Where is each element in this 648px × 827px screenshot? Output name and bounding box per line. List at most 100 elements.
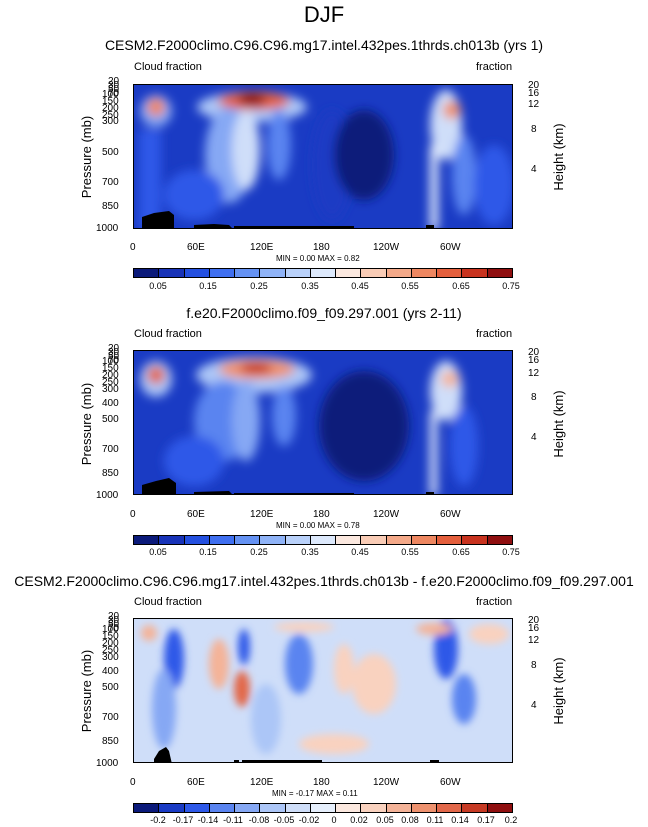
y-tick: 400 xyxy=(102,666,119,677)
x-tick: 180 xyxy=(313,777,330,788)
colorbar-swatch xyxy=(386,804,412,812)
colorbar-swatch xyxy=(235,536,261,544)
x-tick: 180 xyxy=(313,509,330,520)
max-value: 0.11 xyxy=(342,789,358,798)
colorbar-label: 0.55 xyxy=(401,547,419,557)
min-max-label: MIN = -0.17 MAX = 0.11 xyxy=(272,789,358,798)
colorbar-swatch xyxy=(310,804,337,812)
colorbar-swatch xyxy=(235,269,261,277)
min-value: 0.00 xyxy=(299,521,316,530)
colorbar-swatch xyxy=(235,804,261,812)
colorbar-swatch xyxy=(134,269,160,277)
y-tick: 70 xyxy=(108,355,120,366)
colorbar-swatch xyxy=(487,804,512,812)
y-tick: 150 xyxy=(102,631,119,642)
heatmap-plot xyxy=(133,350,513,495)
colorbar-swatch xyxy=(260,536,286,544)
panel-title: CESM2.F2000climo.C96.C96.mg17.intel.432p… xyxy=(14,573,634,589)
y-tick: 250 xyxy=(102,377,119,388)
min-max-label: MIN = 0.00 MAX = 0.82 xyxy=(276,254,360,263)
y-tick: 850 xyxy=(102,468,119,479)
colorbar-label: 0.05 xyxy=(376,815,394,825)
right-label: fraction xyxy=(476,61,513,73)
x-tick: 0 xyxy=(130,242,136,253)
colorbar-swatch xyxy=(184,804,210,812)
colorbar-swatch xyxy=(487,536,512,544)
colorbar-label: 0.25 xyxy=(250,547,268,557)
y-tick: 200 xyxy=(102,103,119,114)
colorbar-swatch xyxy=(386,269,412,277)
colorbar-label: 0.25 xyxy=(250,281,268,291)
colorbar-label: 0.14 xyxy=(451,815,469,825)
colorbar-swatch xyxy=(411,536,438,544)
heatmap-plot xyxy=(133,84,513,229)
colorbar-label: 0.08 xyxy=(401,815,419,825)
y-tick-right: 20 xyxy=(528,347,540,358)
x-tick: 60W xyxy=(440,509,461,520)
colorbar xyxy=(133,535,513,545)
y-tick-right: 4 xyxy=(531,164,537,175)
max-label: MAX = xyxy=(317,254,342,263)
colorbar-swatch xyxy=(184,536,210,544)
y-tick: 300 xyxy=(102,652,119,663)
y-tick: 700 xyxy=(102,177,119,188)
colorbar-swatch xyxy=(209,804,236,812)
y-tick-right: 16 xyxy=(528,623,540,634)
y-tick: 50 xyxy=(108,619,120,630)
x-tick: 120W xyxy=(373,777,400,788)
colorbar-swatch xyxy=(487,269,512,277)
right-label: fraction xyxy=(476,328,513,340)
colorbar xyxy=(133,268,513,278)
colorbar-label: -0.17 xyxy=(172,815,194,825)
colorbar-label: 0.65 xyxy=(452,547,470,557)
min-value: 0.00 xyxy=(299,254,316,263)
colorbar-swatch xyxy=(437,804,463,812)
colorbar-label: 0.05 xyxy=(149,281,167,291)
y-tick: 500 xyxy=(102,147,119,158)
x-tick: 60E xyxy=(187,509,205,520)
colorbar-swatch xyxy=(159,269,185,277)
min-value: -0.17 xyxy=(295,789,315,798)
colorbar-swatch xyxy=(159,536,185,544)
colorbar-label: -0.02 xyxy=(298,815,320,825)
x-tick: 120W xyxy=(373,242,400,253)
y-tick: 20 xyxy=(108,343,120,354)
y-tick: 100 xyxy=(102,624,119,635)
colorbar-swatch xyxy=(411,804,438,812)
figure-title: DJF xyxy=(303,2,345,27)
x-tick: 120E xyxy=(250,509,274,520)
y-axis-label: Pressure (mb) xyxy=(79,649,94,733)
y-tick: 400 xyxy=(102,398,119,409)
y-axis-label-right: Height (km) xyxy=(551,390,566,458)
y-tick: 20 xyxy=(108,611,120,622)
colorbar-label: 0.75 xyxy=(502,547,520,557)
colorbar-swatch xyxy=(462,804,488,812)
y-axis-label-right: Height (km) xyxy=(551,123,566,191)
y-tick: 250 xyxy=(102,110,119,121)
y-tick-right: 12 xyxy=(528,368,540,379)
colorbar-swatch xyxy=(411,269,438,277)
colorbar-swatch xyxy=(336,536,362,544)
min-label: MIN = xyxy=(276,521,298,530)
x-tick: 0 xyxy=(130,509,136,520)
colorbar-label: 0.35 xyxy=(301,281,319,291)
colorbar-label: 0.45 xyxy=(351,547,369,557)
y-tick: 850 xyxy=(102,736,119,747)
y-tick: 70 xyxy=(108,88,120,99)
colorbar-label: 0.15 xyxy=(199,547,217,557)
colorbar-swatch xyxy=(361,536,387,544)
y-tick: 500 xyxy=(102,414,119,425)
colorbar-swatch xyxy=(437,269,463,277)
colorbar-swatch xyxy=(310,536,337,544)
min-max-label: MIN = 0.00 MAX = 0.78 xyxy=(276,521,360,530)
colorbar-label: 0.17 xyxy=(477,815,495,825)
y-tick-right: 16 xyxy=(528,355,540,366)
y-tick: 30 xyxy=(108,615,120,626)
x-tick: 60W xyxy=(440,777,461,788)
y-tick: 1000 xyxy=(96,490,119,501)
y-tick: 30 xyxy=(108,347,120,358)
colorbar-swatch xyxy=(134,804,160,812)
y-tick: 700 xyxy=(102,712,119,723)
colorbar-swatch xyxy=(361,804,387,812)
y-tick-right: 4 xyxy=(531,432,537,443)
